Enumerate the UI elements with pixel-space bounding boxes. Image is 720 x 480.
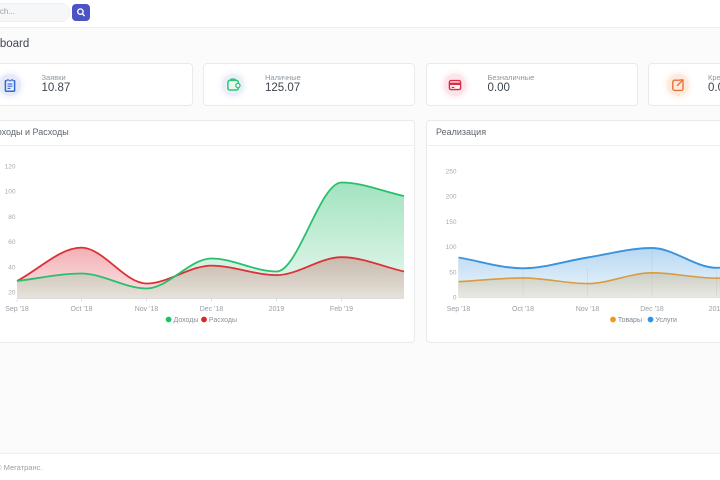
svg-text:50: 50 — [449, 269, 457, 276]
svg-text:20: 20 — [8, 290, 16, 297]
svg-text:Sep '18: Sep '18 — [5, 306, 29, 313]
svg-text:Sep '18: Sep '18 — [446, 306, 470, 313]
svg-text:Расходы: Расходы — [208, 317, 236, 324]
svg-text:120: 120 — [4, 163, 15, 170]
svg-text:Dec '18: Dec '18 — [199, 306, 223, 313]
svg-text:2019: 2019 — [268, 306, 284, 313]
svg-text:Услуги: Услуги — [655, 317, 677, 324]
svg-text:40: 40 — [8, 264, 16, 271]
svg-text:Dec '18: Dec '18 — [640, 306, 664, 313]
svg-text:100: 100 — [445, 244, 456, 251]
svg-text:Oct '18: Oct '18 — [70, 306, 92, 313]
svg-text:60: 60 — [8, 239, 16, 246]
svg-text:2019: 2019 — [708, 306, 720, 313]
svg-text:200: 200 — [445, 194, 456, 201]
svg-text:150: 150 — [445, 219, 456, 226]
svg-text:Oct '18: Oct '18 — [512, 306, 534, 313]
svg-text:0: 0 — [452, 295, 456, 302]
svg-text:100: 100 — [4, 189, 15, 196]
svg-text:Nov '18: Nov '18 — [575, 306, 599, 313]
svg-text:Feb '19: Feb '19 — [329, 306, 352, 313]
svg-text:Доходы: Доходы — [173, 317, 198, 324]
svg-text:80: 80 — [8, 214, 16, 221]
svg-text:Товары: Товары — [617, 317, 641, 324]
svg-text:250: 250 — [445, 169, 456, 176]
svg-text:Nov '18: Nov '18 — [134, 306, 158, 313]
